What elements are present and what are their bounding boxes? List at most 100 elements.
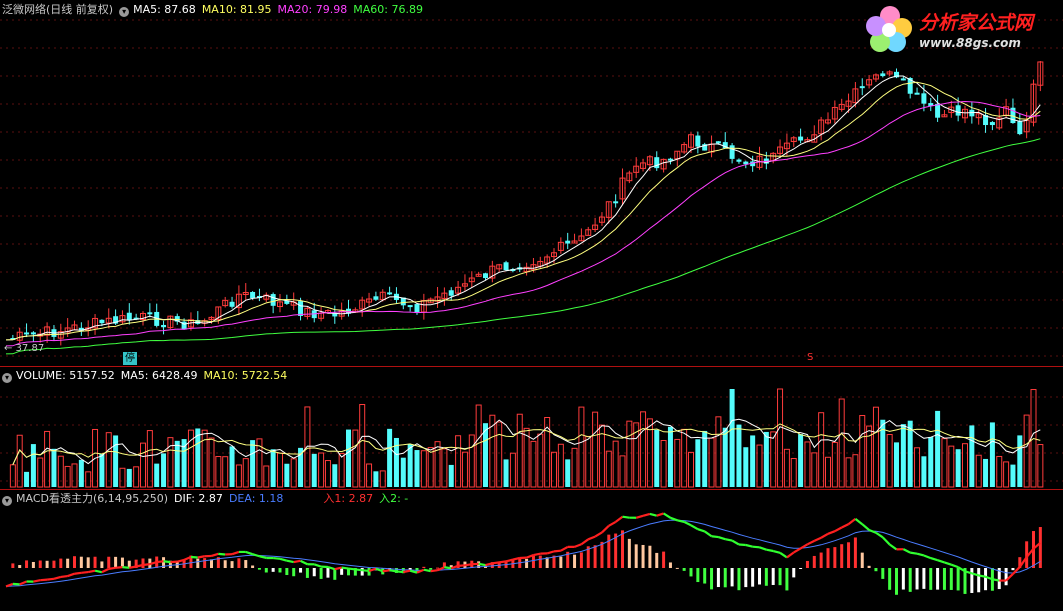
- macd-histogram-bar: [627, 538, 631, 568]
- candle-down: [414, 304, 420, 313]
- macd-histogram-bar: [751, 568, 755, 587]
- macd-histogram-bar: [292, 568, 296, 577]
- volume-bar-down: [928, 437, 934, 487]
- dif-line-segment: [560, 545, 569, 552]
- macd-histogram-bar: [162, 557, 166, 568]
- candle-down: [695, 135, 701, 147]
- candle-up: [633, 165, 640, 173]
- volume-bar-down: [99, 453, 105, 487]
- macd-chart[interactable]: [0, 490, 1063, 611]
- pane-divider-2[interactable]: [0, 489, 1063, 490]
- dif-line-segment: [437, 566, 445, 572]
- candle-up: [626, 172, 633, 182]
- dif-line-segment: [60, 574, 68, 579]
- dif-line-segment: [745, 543, 753, 548]
- dif-line-segment: [670, 516, 678, 522]
- site-logo: 分析家公式网 www.88gs.com: [862, 4, 1062, 54]
- macd-histogram-bar: [490, 562, 494, 568]
- macd-histogram-bar: [703, 568, 707, 584]
- volume-bar-up: [633, 422, 640, 488]
- macd-histogram-bar: [867, 565, 871, 568]
- candle-up: [544, 256, 551, 264]
- volume-bar-up: [866, 425, 873, 488]
- volume-bar-up: [222, 456, 229, 488]
- volume-bar-up: [215, 456, 222, 488]
- volume-ma5-label: MA5: 6428.49: [120, 369, 198, 382]
- volume-bar-down: [24, 471, 30, 487]
- macd-histogram-bar: [189, 555, 193, 568]
- price-chart[interactable]: [0, 0, 1063, 366]
- macd-histogram-bar: [675, 567, 679, 569]
- volume-bar-up: [715, 416, 722, 488]
- dif-line-segment: [868, 528, 877, 534]
- dif-line-segment: [313, 563, 322, 568]
- macd-histogram-bar: [203, 558, 207, 568]
- candle-down: [448, 290, 454, 296]
- dif-line-segment: [334, 566, 342, 571]
- macd-histogram-bar: [312, 568, 316, 577]
- macd-histogram-bar: [11, 563, 15, 568]
- dif-line-segment: [300, 559, 308, 566]
- volume-bar-up: [167, 437, 174, 488]
- volume-bar-down: [78, 459, 84, 487]
- macd-histogram-bar: [847, 542, 851, 568]
- macd-histogram-bar: [100, 561, 104, 568]
- settings-icon[interactable]: ▾: [119, 7, 130, 17]
- macd-header: ▾ MACD看透主力(6,14,95,250) DIF: 2.87 DEA: 1.18…: [2, 492, 414, 506]
- macd-settings-icon[interactable]: ▾: [2, 496, 12, 506]
- dif-line-segment: [149, 560, 158, 566]
- macd-histogram-bar: [662, 551, 666, 568]
- dif-line-segment: [683, 520, 692, 527]
- dif-line-segment: [800, 543, 809, 550]
- dif-line-segment: [40, 578, 48, 582]
- volume-bar-down: [393, 437, 399, 487]
- macd-pane[interactable]: ▾ MACD看透主力(6,14,95,250) DIF: 2.87 DEA: 1.18…: [0, 490, 1063, 611]
- ma5-label: MA5: 87.68: [133, 3, 196, 16]
- candle-up: [551, 252, 557, 258]
- candle-down: [229, 301, 235, 307]
- candle-down: [407, 305, 413, 308]
- candle-down: [798, 136, 804, 141]
- dif-line-segment: [608, 520, 617, 527]
- macd-histogram-bar: [730, 568, 734, 587]
- dif-line-segment: [889, 543, 898, 551]
- pane-divider[interactable]: [0, 366, 1063, 367]
- macd-histogram-bar: [52, 560, 56, 568]
- candle-down: [78, 327, 84, 331]
- volume-bar-up: [427, 447, 434, 488]
- volume-bar-down: [270, 449, 276, 487]
- volume-bar-up: [475, 404, 482, 488]
- price-pane[interactable]: 泛微网络(日线 前复权) ▾ MA5: 87.68 MA10: 81.95 MA20: …: [0, 0, 1063, 366]
- dif-line-segment: [937, 559, 945, 564]
- candle-up: [688, 134, 694, 148]
- candle-up: [825, 119, 831, 124]
- macd-histogram-bar: [655, 552, 659, 568]
- volume-bar-up: [886, 434, 893, 488]
- dif-line-segment: [635, 514, 644, 519]
- volume-pane[interactable]: ▾ VOLUME: 5157.52 MA5: 6428.49 MA10: 5722.5…: [0, 367, 1063, 489]
- candle-down: [332, 313, 338, 317]
- volume-bar-up: [468, 434, 475, 488]
- volume-bar-down: [702, 430, 708, 487]
- macd-histogram-bar: [264, 568, 268, 573]
- volume-bar-up: [770, 431, 777, 488]
- volume-bar-up: [324, 460, 331, 488]
- volume-bar-up: [592, 411, 599, 488]
- dif-line-segment: [512, 556, 521, 561]
- volume-bar-up: [605, 450, 612, 488]
- volume-bar-up: [1003, 461, 1010, 488]
- candle-down: [99, 319, 105, 324]
- macd-histogram-bar: [251, 565, 255, 568]
- volume-chart[interactable]: [0, 367, 1063, 489]
- volume-bar-down: [51, 448, 57, 487]
- volume-bar-up: [420, 450, 427, 488]
- candle-up: [277, 301, 283, 308]
- macd-histogram-bar: [244, 560, 248, 568]
- macd-histogram-bar: [545, 557, 549, 568]
- dif-line-segment: [930, 557, 938, 562]
- macd-histogram-bar: [682, 568, 686, 571]
- macd-histogram-bar: [785, 568, 789, 591]
- volume-bar-down: [1010, 464, 1016, 487]
- volume-settings-icon[interactable]: ▾: [2, 373, 12, 383]
- candle-up: [105, 317, 112, 324]
